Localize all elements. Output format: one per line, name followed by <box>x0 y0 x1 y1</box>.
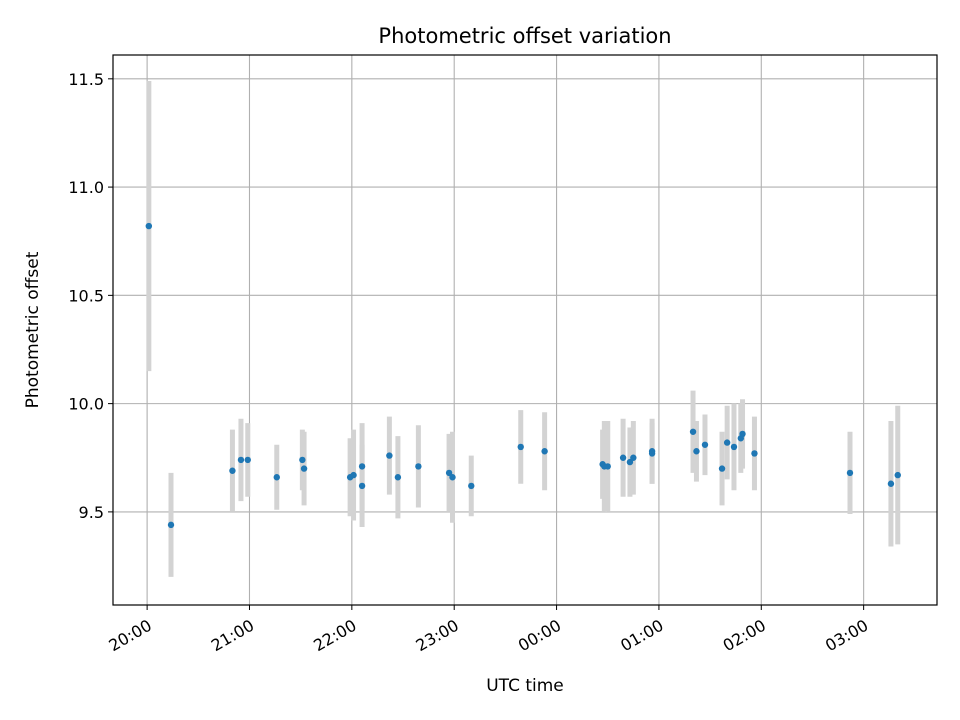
data-point <box>604 463 611 470</box>
y-tick-label: 9.5 <box>79 503 104 522</box>
data-point <box>846 469 854 477</box>
data-point <box>394 474 402 481</box>
x-axis-label: UTC time <box>486 676 564 696</box>
data-point <box>517 443 524 451</box>
data-point <box>299 456 306 464</box>
data-point <box>415 463 422 470</box>
data-point <box>145 222 153 230</box>
y-tick-label: 11.0 <box>68 178 104 197</box>
data-point <box>701 441 709 448</box>
y-tick-label: 10.0 <box>68 395 104 414</box>
y-tick-label: 10.5 <box>68 286 104 305</box>
y-tick-label: 11.5 <box>68 70 104 89</box>
data-point <box>300 465 308 472</box>
data-point <box>887 480 895 487</box>
data-point <box>894 471 901 479</box>
data-point <box>718 465 726 472</box>
plot-frame <box>112 54 938 606</box>
data-point <box>350 471 357 479</box>
data-point <box>541 448 548 455</box>
y-axis-label: Photometric offset <box>23 251 43 408</box>
data-point <box>630 454 637 461</box>
data-point <box>358 463 366 470</box>
data-point <box>730 443 738 451</box>
data-point <box>167 521 175 529</box>
data-point <box>739 430 746 438</box>
grid <box>113 55 937 605</box>
data-point <box>468 482 475 490</box>
data-point <box>386 452 393 459</box>
data-point <box>619 454 627 461</box>
data-point <box>693 448 700 455</box>
data-point <box>229 467 236 474</box>
data-point <box>244 456 251 464</box>
data-point <box>449 474 456 481</box>
data-point <box>626 458 634 466</box>
data-point <box>445 469 453 477</box>
data-point <box>751 450 758 457</box>
data-point <box>723 439 731 446</box>
data-point <box>648 450 656 457</box>
data-point <box>273 474 280 481</box>
data-point <box>237 456 245 464</box>
y-axis: 9.5 10.0 10.5 11.0 11.5 <box>68 70 113 522</box>
data-point <box>358 482 366 490</box>
data-point <box>689 428 697 435</box>
chart-title: Photometric offset variation <box>378 24 671 48</box>
points <box>145 222 901 529</box>
